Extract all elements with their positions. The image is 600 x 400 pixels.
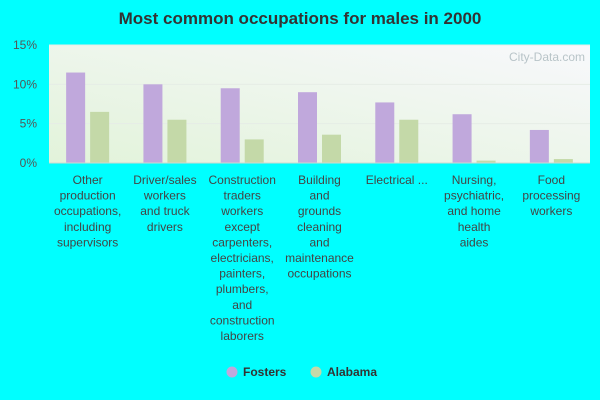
y-tick-label: 0% [20,156,38,170]
bar-fosters [529,129,549,163]
legend-label-alabama: Alabama [327,365,377,379]
bar-alabama [90,111,110,163]
legend-swatch-fosters [226,366,238,378]
plot-area [49,45,590,163]
x-category-label: Other production occupations, including supe… [54,173,121,249]
x-category-label: Driver/sales workers and truck drivers [133,173,196,234]
x-category-label: Construction traders workers except carpente… [209,173,276,343]
y-tick-label: 15% [13,38,37,52]
y-tick-label: 10% [13,77,37,91]
bar-fosters [66,72,86,163]
bar-fosters [143,84,163,163]
bar-alabama [167,119,187,163]
watermark: City-Data.com [509,50,585,64]
bar-fosters [375,102,395,163]
bar-alabama [553,159,573,163]
x-category-label: Nursing, psychiatric, and home health aides [444,173,504,249]
y-axis-ticks: 0% 5% 10% 15% [13,38,37,170]
legend-swatch-alabama [310,366,322,378]
chart-title: Most common occupations for males in 200… [118,9,482,28]
bar-alabama [322,134,341,163]
bar-fosters [452,114,472,163]
bar-alabama [244,139,264,163]
legend-label-fosters: Fosters [243,365,287,379]
bar-fosters [220,88,240,163]
y-tick-label: 5% [20,117,38,131]
legend: Fosters Alabama [226,365,377,379]
bar-fosters [298,92,317,163]
x-category-label: Building and grounds cleaning and maintenance… [285,173,354,281]
bar-alabama [476,160,496,163]
x-category-label: Food processing workers [522,173,580,218]
bar-alabama [399,119,419,163]
x-axis-labels: Other production occupations, including supe… [54,173,580,343]
bars [49,72,590,164]
x-category-label: Electrical ... [366,173,428,187]
